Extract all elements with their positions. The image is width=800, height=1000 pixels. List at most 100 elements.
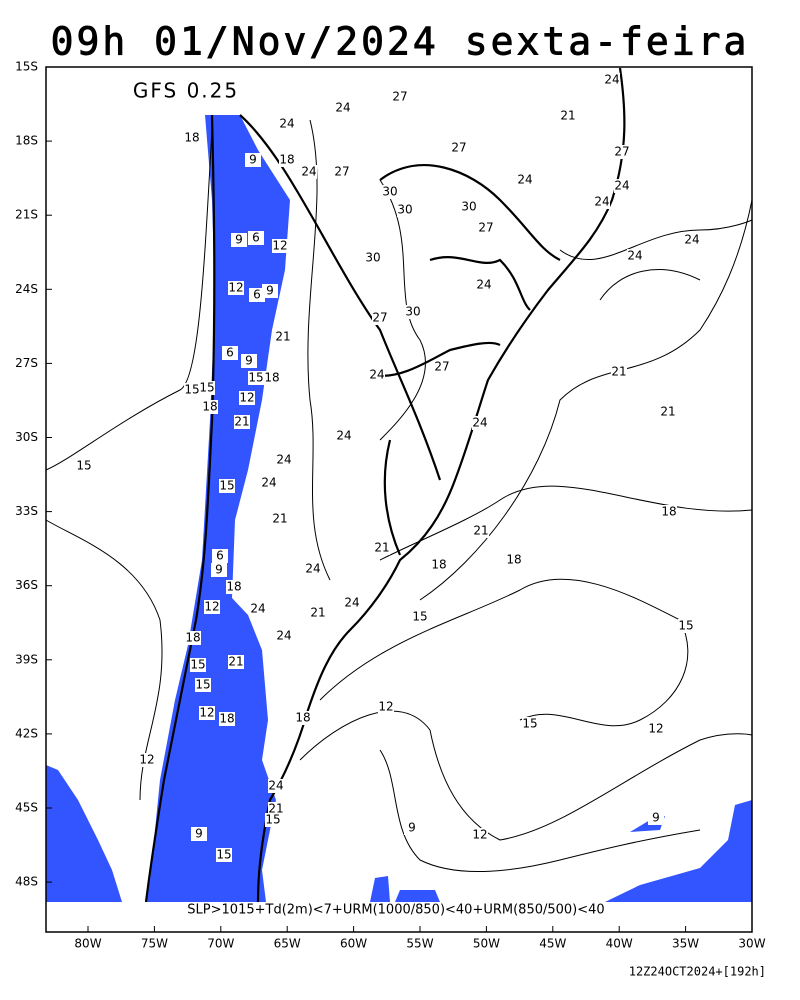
contour-label: 18 xyxy=(279,153,294,167)
contour-label-bg xyxy=(478,221,494,235)
contour-line xyxy=(559,219,753,261)
contour-label: 24 xyxy=(335,101,350,115)
contour-label: 12 xyxy=(272,239,287,253)
contour-label-bg xyxy=(412,610,428,624)
contour-label: 9 xyxy=(245,354,253,368)
lon-label: 50W xyxy=(473,937,500,951)
contour-label-bg xyxy=(139,753,155,767)
contour-label-bg xyxy=(276,629,292,643)
contour-label-bg xyxy=(226,580,242,594)
lat-label: 27S xyxy=(15,356,38,370)
contour-line xyxy=(45,519,163,801)
contour-label: 24 xyxy=(594,195,609,209)
run-stamp: 12Z24OCT2024+[192h] xyxy=(629,965,766,979)
lon-label: 60W xyxy=(340,937,367,951)
blue-region xyxy=(605,800,752,902)
contour-label-bg xyxy=(305,562,321,576)
contour-label: 18 xyxy=(506,553,521,567)
contour-label-bg xyxy=(272,239,288,253)
contour-label: 9 xyxy=(195,827,203,841)
contour-label-bg xyxy=(336,429,352,443)
lat-label: 15S xyxy=(15,60,38,74)
contour-label-bg xyxy=(382,185,398,199)
contour-label-bg xyxy=(434,360,450,374)
contour-label: 21 xyxy=(660,405,675,419)
contour-label: 18 xyxy=(431,558,446,572)
contour-label-bg xyxy=(372,311,388,325)
contour-label-bg xyxy=(310,606,326,620)
contour-label-bg xyxy=(216,848,232,862)
contour-label-bg xyxy=(184,383,200,397)
model-label: GFS 0.25 xyxy=(133,79,239,103)
border xyxy=(379,164,561,261)
contour-label: 9 xyxy=(249,153,257,167)
contour-label-bg xyxy=(404,821,420,835)
contour-label: 21 xyxy=(234,415,249,429)
contour-label: 30 xyxy=(405,305,420,319)
lat-label: 30S xyxy=(15,430,38,444)
contour-label: 18 xyxy=(202,400,217,414)
lon-label: 35W xyxy=(672,937,699,951)
lon-label: 80W xyxy=(74,937,101,951)
contour-label: 24 xyxy=(684,233,699,247)
contour-label-bg xyxy=(245,153,261,167)
contour-line xyxy=(307,119,331,581)
contour-label: 24 xyxy=(276,629,291,643)
contour-label: 24 xyxy=(627,249,642,263)
contour-label: 6 xyxy=(216,549,224,563)
contour-line xyxy=(379,179,426,441)
lat-label: 48S xyxy=(15,875,38,889)
contour-label-bg xyxy=(451,141,467,155)
lat-label: 39S xyxy=(15,652,38,666)
contour-label-bg xyxy=(344,596,360,610)
contour-label: 18 xyxy=(184,131,199,145)
contour-label: 12 xyxy=(648,722,663,736)
map-frame xyxy=(45,66,753,933)
contour-label: 9 xyxy=(266,284,274,298)
contour-label: 21 xyxy=(310,606,325,620)
contour-label: 21 xyxy=(268,802,283,816)
contour-label: 9 xyxy=(652,811,660,825)
contour-label-bg xyxy=(405,305,421,319)
contour-label-bg xyxy=(431,558,447,572)
contour-label: 21 xyxy=(560,109,575,123)
contour-label-bg xyxy=(522,717,538,731)
contour-label: 15 xyxy=(190,658,205,672)
coastline xyxy=(144,114,216,903)
contour-label: 27 xyxy=(614,145,629,159)
contour-label-bg xyxy=(268,802,284,816)
contour-line xyxy=(599,269,701,301)
contour-label-bg xyxy=(660,405,676,419)
contour-label: 24 xyxy=(472,416,487,430)
lon-label: 65W xyxy=(274,937,301,951)
contour-label: 21 xyxy=(275,330,290,344)
lat-label: 18S xyxy=(15,134,38,148)
contour-label: 12 xyxy=(239,391,254,405)
contour-label: 9 xyxy=(235,233,243,247)
contour-label-bg xyxy=(248,231,264,245)
contour-label: 18 xyxy=(661,505,676,519)
contour-label-bg xyxy=(335,101,351,115)
contour-label-bg xyxy=(594,195,610,209)
contour-label: 15 xyxy=(216,848,231,862)
contour-label-bg xyxy=(268,779,284,793)
contour-label-bg xyxy=(476,278,492,292)
contour-label-bg xyxy=(204,600,220,614)
contour-label: 21 xyxy=(473,524,488,538)
contour-label: 27 xyxy=(392,90,407,104)
contour-label-bg xyxy=(219,712,235,726)
contour-label: 12 xyxy=(378,700,393,714)
contour-label: 24 xyxy=(305,562,320,576)
contour-label-bg xyxy=(276,453,292,467)
contour-label-bg xyxy=(239,391,255,405)
contour-label: 18 xyxy=(295,711,310,725)
lat-label: 42S xyxy=(15,726,38,740)
contour-label: 24 xyxy=(369,368,384,382)
contour-label-bg xyxy=(265,813,281,827)
contour-label-bg xyxy=(191,827,207,841)
contour-label-bg xyxy=(241,354,257,368)
contour-label: 21 xyxy=(228,655,243,669)
contour-label-bg xyxy=(228,281,244,295)
contour-label-bg xyxy=(627,249,643,263)
